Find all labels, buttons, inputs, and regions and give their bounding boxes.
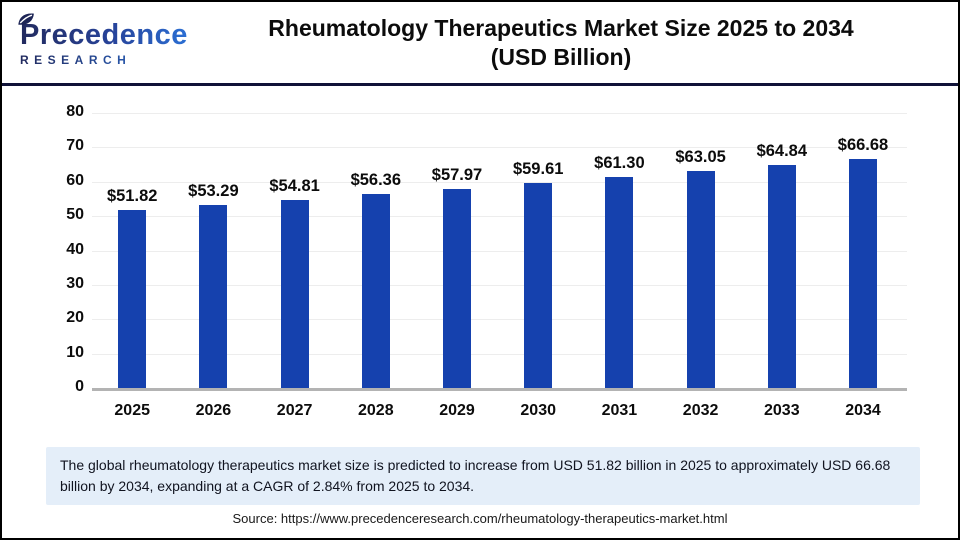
- x-axis-label-2031: 2031: [601, 402, 638, 419]
- y-axis-tick-70: 70: [66, 137, 84, 155]
- bar-value-label-2030: $59.61: [512, 160, 564, 179]
- gridline-40: [92, 250, 907, 252]
- x-axis-label-2030: 2030: [520, 402, 556, 419]
- x-axis-label-2027: 2027: [276, 402, 313, 419]
- x-axis-label-2033: 2033: [764, 402, 800, 419]
- bar-value-label-2026: $53.29: [188, 181, 239, 200]
- title-line-1: Rheumatology Therapeutics Market Size 20…: [268, 14, 854, 41]
- bar-value-label-2028: $56.36: [350, 171, 402, 190]
- bar-2028: [361, 194, 390, 388]
- page-title: Rheumatology Therapeutics Market Size 20…: [190, 14, 958, 72]
- bar-2031: [605, 177, 634, 388]
- y-axis-tick-20: 20: [66, 309, 84, 327]
- gridline-30: [92, 284, 907, 286]
- bar-value-label-2029: $57.97: [431, 165, 483, 184]
- gridline-50: [92, 216, 907, 218]
- x-axis-label-2026: 2026: [195, 402, 232, 419]
- logo-subtitle: RESEARCH: [20, 53, 190, 67]
- bar-2026: [199, 204, 228, 388]
- gridline-10: [92, 353, 907, 355]
- precedence-research-logo: Precedence RESEARCH: [2, 12, 190, 67]
- bar-value-label-2031: $61.30: [594, 154, 645, 173]
- bar-value-label-2025: $51.82: [106, 186, 158, 205]
- x-axis-label-2032: 2032: [682, 402, 719, 419]
- x-axis-label-2029: 2029: [439, 402, 475, 419]
- gridline-60: [92, 181, 907, 183]
- y-axis-tick-40: 40: [66, 240, 84, 258]
- bar-2030: [524, 183, 553, 388]
- y-axis-tick-80: 80: [66, 103, 84, 120]
- source-line: Source: https://www.precedenceresearch.c…: [232, 511, 728, 526]
- bar-2034: [849, 158, 877, 388]
- y-axis-tick-50: 50: [66, 206, 84, 224]
- x-axis-label-2028: 2028: [358, 402, 394, 419]
- y-axis-tick-30: 30: [66, 274, 84, 292]
- x-axis-label-2025: 2025: [114, 402, 150, 419]
- x-axis-line: [92, 388, 907, 391]
- gridline-80: [92, 113, 907, 114]
- header-divider: [2, 83, 958, 86]
- bar-chart-plot-area: 0 10 20 30 40 50 60 70 80 $51.82 2025 $53.29 2026 $54…: [2, 86, 958, 444]
- x-axis-label-2034: 2034: [845, 402, 881, 419]
- logo-wordmark: Precedence: [20, 18, 188, 51]
- bar-2033: [767, 165, 796, 388]
- bar-2029: [443, 188, 471, 388]
- gridline-20: [92, 319, 907, 321]
- bar-value-label-2032: $63.05: [675, 148, 726, 167]
- y-axis-tick-60: 60: [66, 171, 84, 189]
- bar-2025: [118, 209, 147, 388]
- leaf-icon: [18, 12, 34, 25]
- bar-value-label-2033: $64.84: [756, 142, 808, 161]
- bar-2027: [280, 199, 309, 388]
- title-line-2: (USD Billion): [490, 43, 632, 70]
- summary-note: The global rheumatology therapeutics mar…: [46, 447, 920, 505]
- bar-value-label-2027: $54.81: [269, 176, 320, 195]
- gridline-70: [92, 147, 907, 149]
- header: Precedence RESEARCH Rheumatology Therape…: [2, 2, 958, 83]
- y-axis-tick-0: 0: [75, 378, 84, 395]
- bar-2032: [686, 171, 715, 388]
- y-axis-tick-10: 10: [66, 343, 84, 361]
- bar-value-label-2034: $66.68: [837, 135, 889, 154]
